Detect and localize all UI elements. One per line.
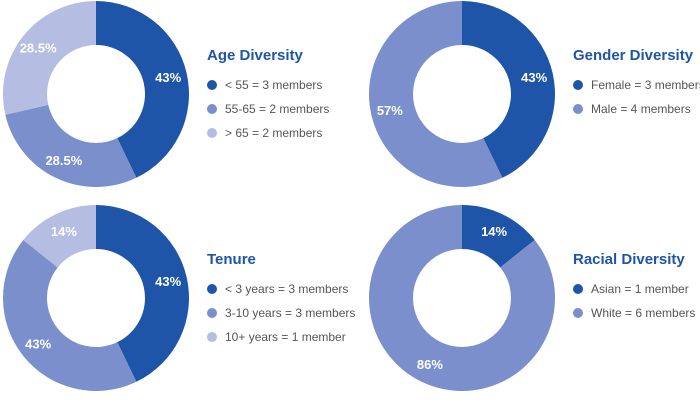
age-diversity-title: Age Diversity [207, 47, 303, 64]
legend-label: Male = 4 members [591, 102, 691, 116]
legend-item: > 65 = 2 members [207, 121, 329, 145]
racial-diversity-panel: 14% 86% Racial Diversity Asian = 1 member… [366, 204, 700, 407]
racial-diversity-title: Racial Diversity [573, 251, 685, 268]
slice-label-white: 86% [417, 357, 443, 372]
slice-label-55: 43% [155, 70, 181, 85]
slice-3-years [96, 205, 189, 382]
legend-swatch [207, 284, 217, 294]
legend-label: < 3 years = 3 members [225, 282, 349, 296]
legend-item: 55-65 = 2 members [207, 97, 329, 121]
tenure-title: Tenure [207, 251, 256, 268]
legend-label: White = 6 members [591, 306, 696, 320]
legend-label: 55-65 = 2 members [225, 102, 330, 116]
tenure-panel: 43% 43% 14% Tenure < 3 years = 3 members 3… [0, 204, 355, 407]
slice-label-female: 43% [521, 70, 547, 85]
legend-item: Asian = 1 member [573, 277, 695, 301]
slice-female [462, 1, 555, 178]
slice-label-55-65: 28.5% [45, 153, 82, 168]
legend-swatch [207, 128, 217, 138]
legend-swatch [207, 80, 217, 90]
legend-swatch [207, 308, 217, 318]
legend-item: White = 6 members [573, 301, 695, 325]
legend-swatch [573, 308, 583, 318]
slice-label-10-years: 14% [51, 224, 77, 239]
slice-label-65: 28.5% [20, 40, 57, 55]
legend-label: Female = 3 members [591, 78, 700, 92]
tenure-donut: 43% 43% 14% [3, 205, 189, 391]
gender-diversity-donut: 43% 57% [368, 1, 555, 188]
slice-label-male: 57% [377, 103, 403, 118]
legend-label: 3-10 years = 3 members [225, 306, 356, 320]
slice-male [368, 1, 503, 188]
slice-55-65 [5, 104, 137, 187]
legend-label: < 55 = 3 members [225, 78, 323, 92]
tenure-legend: Tenure < 3 years = 3 members 3-10 years … [207, 251, 355, 349]
slice-label-asian: 14% [481, 224, 507, 239]
gender-diversity-legend: Gender Diversity Female = 3 members Male… [573, 47, 700, 121]
legend-swatch [573, 80, 583, 90]
age-diversity-legend: Age Diversity < 55 = 3 members 55-65 = 2… [207, 47, 329, 145]
legend-item: 3-10 years = 3 members [207, 301, 355, 325]
slice-3-10-years [3, 240, 137, 391]
racial-diversity-legend: Racial Diversity Asian = 1 member White … [573, 251, 695, 325]
slice-asian [462, 205, 535, 268]
legend-swatch [207, 104, 217, 114]
age-diversity-donut: 43% 28.5% 28.5% [2, 1, 189, 187]
age-diversity-panel: 43% 28.5% 28.5% Age Diversity < 55 = 3 mem… [0, 0, 350, 203]
gender-diversity-panel: 43% 57% Gender Diversity Female = 3 membe… [366, 0, 700, 203]
slice-65 [2, 1, 97, 115]
legend-label: > 65 = 2 members [225, 126, 323, 140]
slice-10-years [23, 205, 96, 268]
gender-diversity-title: Gender Diversity [573, 47, 694, 64]
legend-item: < 3 years = 3 members [207, 277, 355, 301]
legend-item: 10+ years = 1 member [207, 325, 355, 349]
slice-label-3-10-years: 43% [25, 337, 51, 352]
legend-item: Male = 4 members [573, 97, 700, 121]
slice-white [369, 205, 555, 391]
legend-swatch [207, 332, 217, 342]
slice-label-3-years: 43% [155, 274, 181, 289]
legend-swatch [573, 104, 583, 114]
legend-item: Female = 3 members [573, 73, 700, 97]
slice-55 [96, 1, 189, 178]
legend-item: < 55 = 3 members [207, 73, 329, 97]
legend-label: Asian = 1 member [591, 282, 689, 296]
legend-swatch [573, 284, 583, 294]
racial-diversity-donut: 14% 86% [369, 205, 555, 391]
legend-label: 10+ years = 1 member [225, 330, 346, 344]
